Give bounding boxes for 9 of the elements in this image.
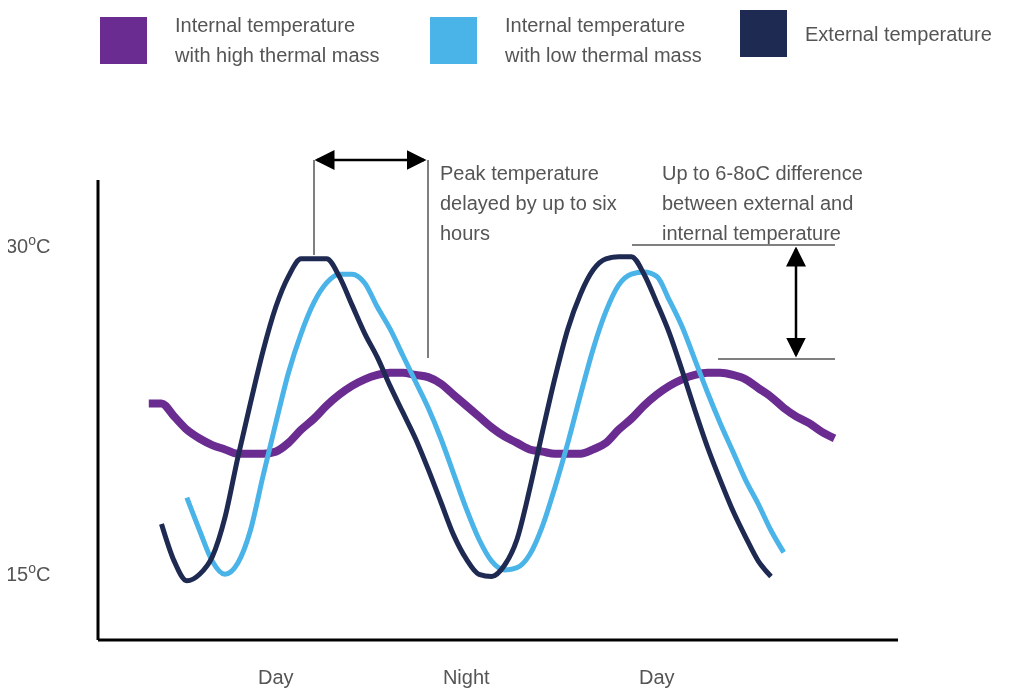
legend-label: Internal temperature with low thermal mass [505,13,703,68]
x-tick-label: Day [638,666,675,688]
annotation: Peak temperature delayed by up to six hours [440,161,618,246]
legend-label: External temperature [805,21,993,47]
annotation: Up to 6-8oC difference between external and internal temperature [662,161,864,246]
legend-label: Internal temperature with high thermal mass [175,13,380,68]
x-tick-label: Day [257,666,294,688]
x-tick-label: Night [442,666,491,688]
y-tick-label: 15$^{o}$C [6,560,51,586]
